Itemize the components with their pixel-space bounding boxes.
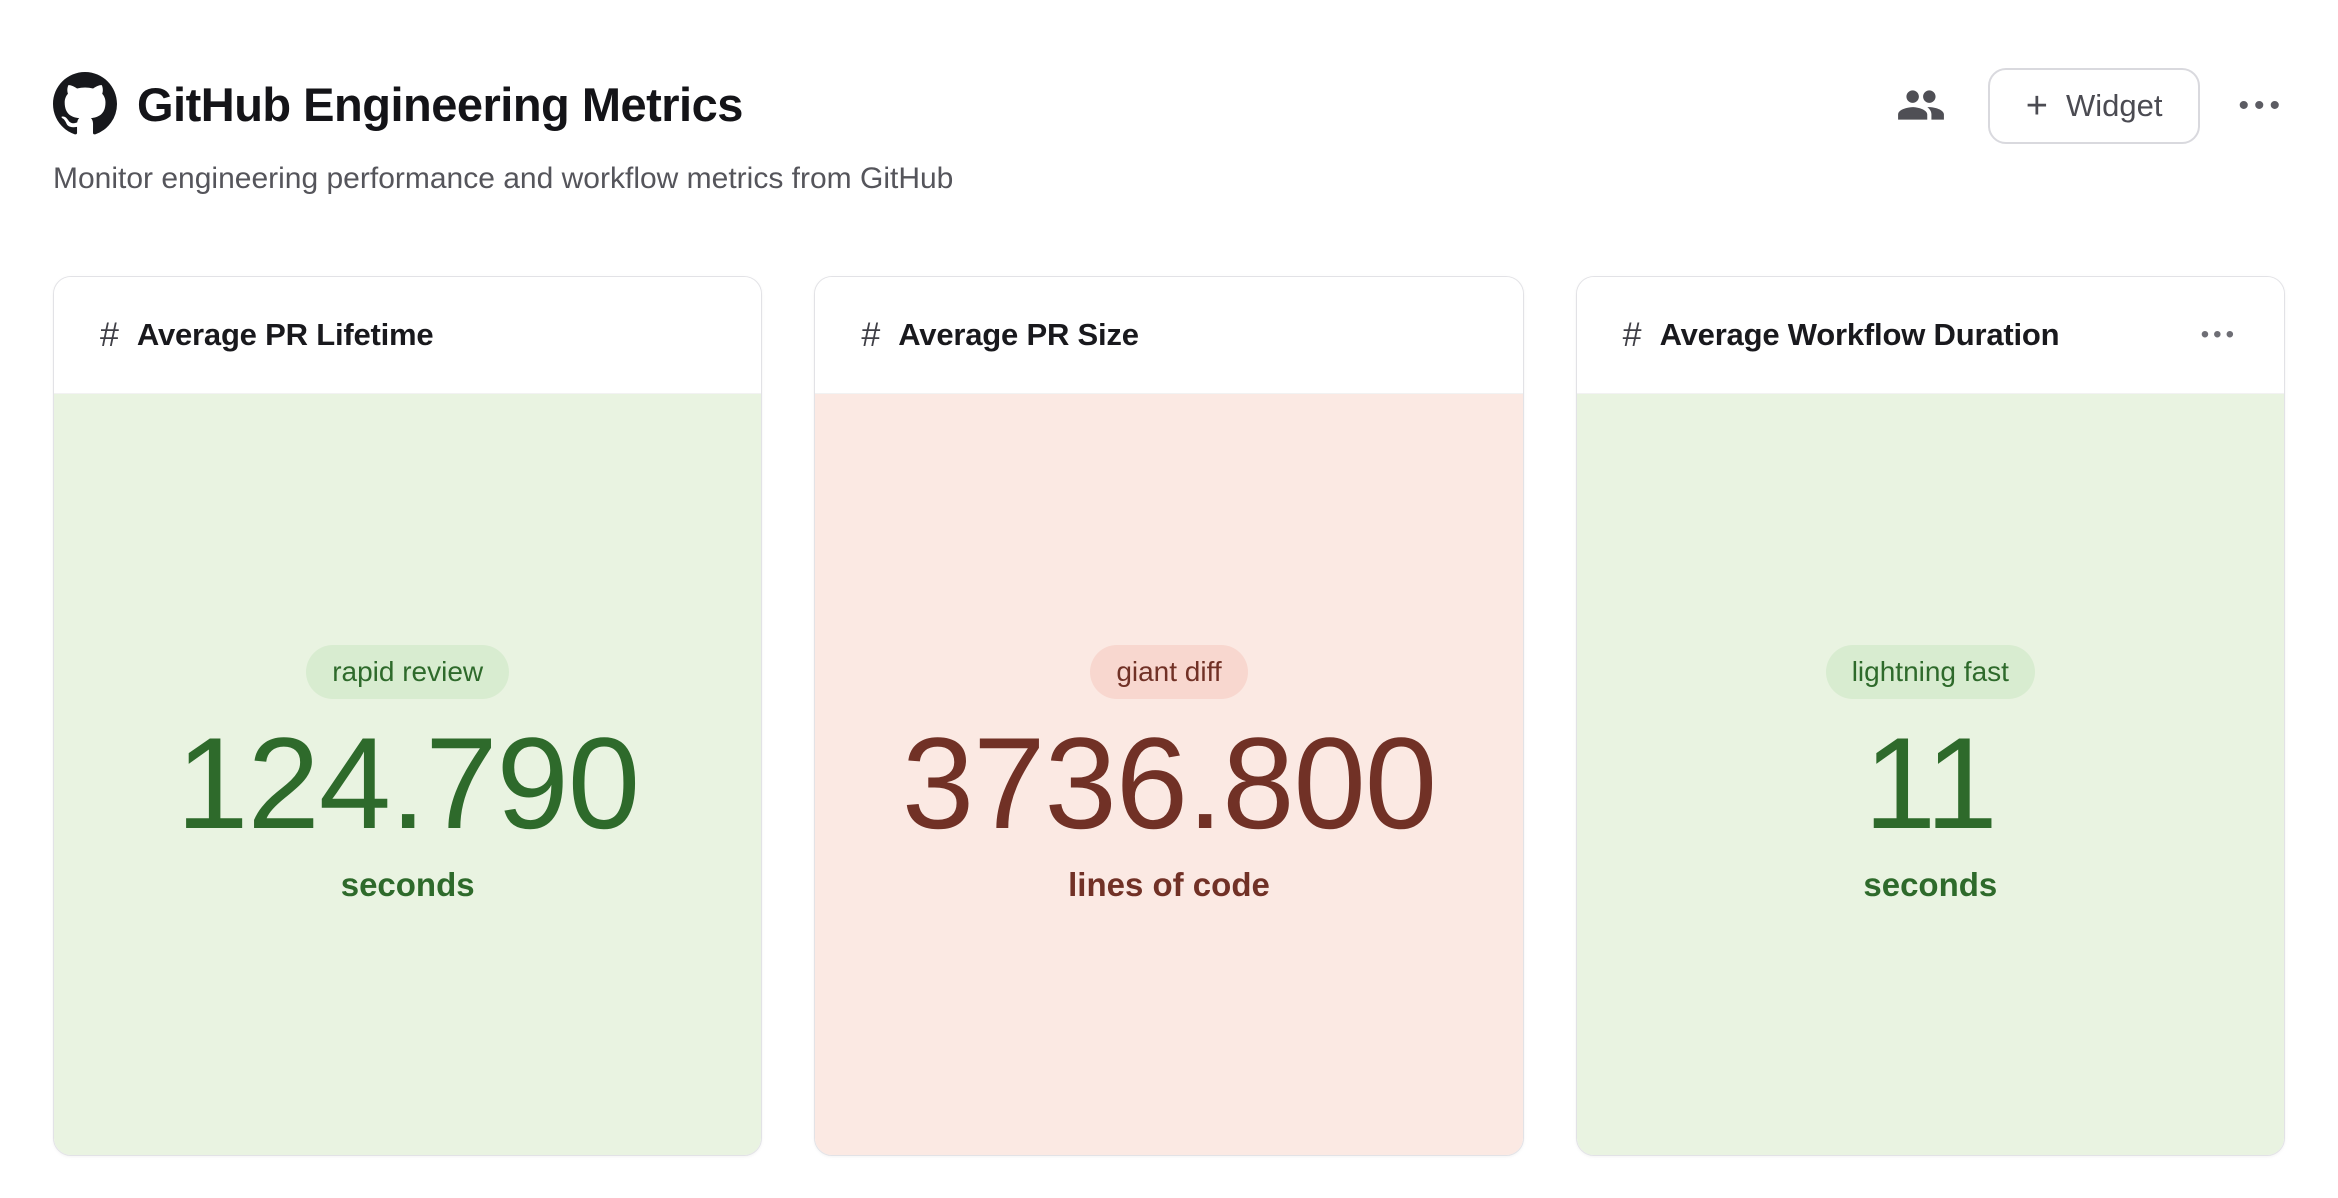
ellipsis-icon: ••• bbox=[2200, 321, 2238, 348]
github-logo-icon bbox=[53, 72, 117, 136]
status-badge: giant diff bbox=[1090, 644, 1248, 699]
card-header: # Average PR Size ••• bbox=[815, 277, 1523, 394]
add-widget-label: Widget bbox=[2066, 88, 2163, 123]
page-more-button[interactable]: ••• bbox=[2238, 91, 2285, 121]
plus-icon: + bbox=[2025, 85, 2048, 127]
card-header: # Average PR Lifetime ••• bbox=[54, 277, 762, 394]
header-actions: + Widget ••• bbox=[1892, 68, 2285, 144]
metric-unit: seconds bbox=[340, 866, 475, 904]
metric-value: 124.790 bbox=[176, 709, 640, 856]
metric-cards-row: # Average PR Lifetime ••• rapid review 1… bbox=[53, 276, 2285, 1156]
page-subtitle: Monitor engineering performance and work… bbox=[53, 162, 954, 195]
status-badge: lightning fast bbox=[1825, 644, 2035, 699]
card-body: giant diff 3736.800 lines of code bbox=[815, 394, 1523, 1155]
page-title: GitHub Engineering Metrics bbox=[137, 77, 743, 131]
card-title: Average PR Lifetime bbox=[136, 317, 434, 352]
hash-icon: # bbox=[861, 315, 881, 354]
hash-icon: # bbox=[100, 315, 119, 354]
metric-unit: seconds bbox=[1863, 866, 1998, 904]
status-badge: rapid review bbox=[306, 644, 510, 699]
metric-card-average-pr-lifetime: # Average PR Lifetime ••• rapid review 1… bbox=[53, 276, 763, 1156]
card-title: Average Workflow Duration bbox=[1659, 317, 2060, 352]
add-widget-button[interactable]: + Widget bbox=[1987, 68, 2201, 144]
page-header: GitHub Engineering Metrics Monitor engin… bbox=[53, 0, 2285, 196]
people-icon bbox=[1892, 80, 1950, 133]
metric-value: 3736.800 bbox=[901, 709, 1437, 856]
people-button[interactable] bbox=[1892, 80, 1950, 133]
title-row: GitHub Engineering Metrics bbox=[53, 72, 953, 136]
card-body: lightning fast 11 seconds bbox=[1576, 394, 2284, 1155]
metric-value: 11 bbox=[1863, 709, 1998, 856]
card-menu-button[interactable]: ••• bbox=[2201, 323, 2238, 347]
card-title: Average PR Size bbox=[898, 317, 1139, 352]
ellipsis-icon: ••• bbox=[2238, 89, 2285, 122]
heading-block: GitHub Engineering Metrics Monitor engin… bbox=[53, 72, 953, 196]
metric-card-average-workflow-duration: # Average Workflow Duration ••• lightnin… bbox=[1575, 276, 2285, 1156]
card-header: # Average Workflow Duration ••• bbox=[1576, 277, 2284, 394]
hash-icon: # bbox=[1622, 315, 1642, 354]
metric-unit: lines of code bbox=[1068, 866, 1270, 904]
metric-card-average-pr-size: # Average PR Size ••• giant diff 3736.80… bbox=[814, 276, 1524, 1156]
card-body: rapid review 124.790 seconds bbox=[54, 394, 762, 1155]
